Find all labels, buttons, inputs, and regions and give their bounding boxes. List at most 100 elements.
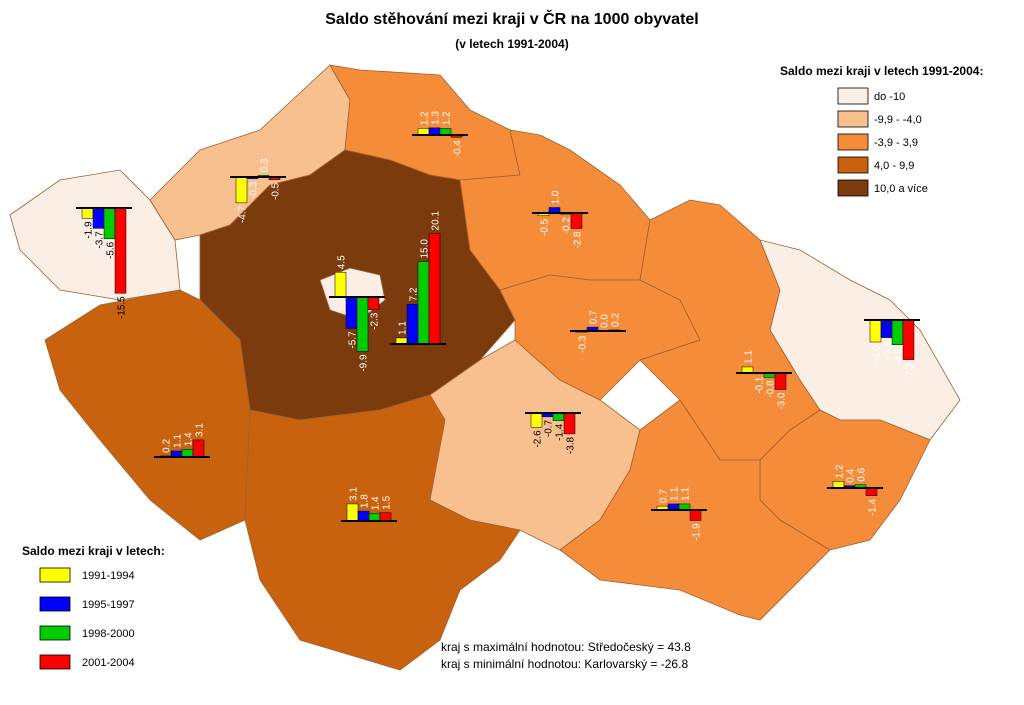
legend-label: 4,0 - 9,9 <box>874 160 914 172</box>
value-label: 1.1 <box>744 350 755 364</box>
value-label: 1.5 <box>382 495 393 509</box>
legend-label: 10,0 a více <box>874 183 928 195</box>
bar <box>181 449 194 458</box>
legend-swatch <box>837 133 869 151</box>
value-label: 1.4 <box>371 496 382 510</box>
value-label: -3.7 <box>95 231 106 249</box>
bar <box>406 304 419 345</box>
bar <box>865 487 878 496</box>
value-label: -2.3 <box>370 312 381 330</box>
legend-label: do -10 <box>874 91 905 103</box>
value-label: 1.1 <box>398 321 409 335</box>
bar <box>570 212 583 229</box>
value-label: -1.4 <box>555 423 566 441</box>
bar <box>192 439 205 458</box>
bar <box>346 503 359 522</box>
bar <box>891 319 904 345</box>
value-label: 0.7 <box>659 489 670 503</box>
value-label: 1.2 <box>420 111 431 125</box>
class-legend-title: Saldo mezi kraji v letech 1991-2004: <box>780 64 983 78</box>
value-label: 3.1 <box>349 487 360 501</box>
bar <box>334 272 347 298</box>
bar <box>81 207 94 219</box>
note: kraj s minimální hodnotou: Karlovarský =… <box>441 657 688 671</box>
legend-label: -3,9 - 3,9 <box>874 137 918 149</box>
value-label: 7.2 <box>409 287 420 301</box>
bar <box>379 512 392 522</box>
legend-swatch <box>837 156 869 174</box>
title: Saldo stěhování mezi kraji v ČR na 1000 … <box>325 9 698 28</box>
legend-swatch <box>39 596 71 612</box>
value-label: 1.0 <box>551 190 562 204</box>
value-label: 1.1 <box>670 487 681 501</box>
value-label: -5.6 <box>106 241 117 259</box>
value-label: -1.4 <box>868 498 879 516</box>
subtitle: (v letech 1991-2004) <box>455 37 568 51</box>
bar <box>774 372 787 390</box>
bar <box>103 207 116 240</box>
bar <box>235 176 248 204</box>
legend-swatch <box>837 179 869 197</box>
legend-label: 1991-1994 <box>82 570 135 582</box>
bar <box>428 233 441 345</box>
value-label: 3.1 <box>195 423 206 437</box>
value-label: -0.8 <box>766 380 777 398</box>
value-label: -2.8 <box>573 231 584 249</box>
value-label: 0.2 <box>162 439 173 453</box>
value-label: -1.9 <box>84 221 95 239</box>
bar <box>563 412 576 435</box>
value-label: 20.1 <box>431 211 442 231</box>
bar <box>368 513 381 522</box>
value-label: 0.2 <box>611 313 622 327</box>
value-label: -3.8 <box>566 436 577 454</box>
value-label: -0.2 <box>562 217 573 235</box>
legend-label: 2001-2004 <box>82 657 135 669</box>
legend-label: 1998-2000 <box>82 628 135 640</box>
legend-swatch <box>39 567 71 583</box>
regions <box>9 64 961 671</box>
bar <box>869 319 882 343</box>
value-label: -3.0 <box>777 392 788 410</box>
bar <box>530 412 543 428</box>
value-label: -2.6 <box>533 430 544 448</box>
legend-label: 1995-1997 <box>82 599 135 611</box>
value-label: -0.4 <box>453 140 464 158</box>
bar <box>880 319 893 338</box>
value-label: -4.0 <box>872 345 883 363</box>
note: kraj s maximální hodnotou: Středočeský =… <box>441 640 691 654</box>
bar <box>417 261 430 345</box>
value-label: -0.7 <box>544 419 555 437</box>
bar <box>367 296 380 310</box>
value-label: -4.7 <box>238 205 249 223</box>
region <box>44 289 251 541</box>
legend-label: -9,9 - -4,0 <box>874 114 922 126</box>
bar <box>356 296 369 352</box>
bar <box>357 510 370 522</box>
value-label: -0.1 <box>755 376 766 394</box>
bar <box>92 207 105 229</box>
region <box>9 169 181 301</box>
legend-swatch <box>39 625 71 641</box>
value-label: -15.5 <box>117 296 128 319</box>
value-label: -0.3 <box>578 335 589 353</box>
value-label: -0.5 <box>540 218 551 236</box>
value-label: 0.7 <box>589 310 600 324</box>
value-label: 1.1 <box>681 487 692 501</box>
value-label: 0.0 <box>600 314 611 328</box>
value-label: 1.2 <box>835 464 846 478</box>
value-label: 0.4 <box>846 468 857 482</box>
bar <box>428 127 441 136</box>
value-label: -0.5 <box>271 182 282 200</box>
series-legend-title: Saldo mezi kraji v letech: <box>22 544 165 558</box>
value-label: -3.2 <box>883 340 894 358</box>
bar <box>114 207 127 294</box>
value-label: -9.9 <box>359 354 370 372</box>
bar <box>345 296 358 329</box>
value-label: 1.8 <box>360 494 371 508</box>
value-label: 0.6 <box>857 467 868 481</box>
legend-swatch <box>837 110 869 128</box>
bar <box>552 412 565 421</box>
value-label: 1.1 <box>173 434 184 448</box>
value-label: 0.3 <box>260 158 271 172</box>
